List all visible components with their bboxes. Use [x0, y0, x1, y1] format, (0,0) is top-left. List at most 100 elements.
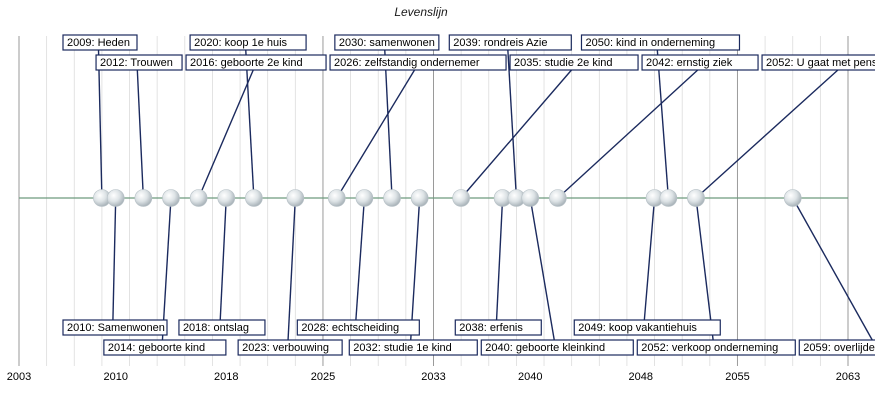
- chart-title: Levenslijn: [394, 5, 448, 19]
- event-label-2020-koop-1e-huis: 2020: koop 1e huis: [189, 34, 307, 51]
- x-axis-ticks: 2003 2010 2018 2025 2033 2040 2048 2055 2063: [7, 371, 860, 383]
- tick-label-2010: 2010: [103, 371, 127, 383]
- event-label-box: [185, 54, 327, 71]
- leader-line-2028-echtscheiding: [355, 197, 366, 321]
- event-point-2052-verkoop-onderneming: [687, 189, 705, 207]
- leader-line-2020-koop-1e-huis: [245, 49, 255, 199]
- event-label-2049-koop-vakantiehuis: 2049: koop vakantiehuis: [573, 319, 721, 336]
- tick-label-2048: 2048: [629, 371, 653, 383]
- event-point-2032-studie-1e-kind: [410, 189, 429, 207]
- event-label-box: [189, 34, 307, 51]
- event-label-2038-erfenis: 2038: erfenis: [454, 319, 542, 336]
- leader-line-2052-verkoop-onderneming: [695, 197, 714, 341]
- event-point-2026-zelfstandig-ondernemer: [327, 189, 346, 207]
- tick-label-2055: 2055: [725, 371, 749, 383]
- event-label-box: [329, 54, 507, 71]
- event-label-2052-u-gaat-met-pensioen: 2052: U gaat met pensioen: [761, 54, 875, 71]
- event-label-box: [334, 34, 440, 51]
- event-label-box: [95, 54, 183, 71]
- event-point-2035-studie-2e-kind: [452, 189, 470, 207]
- leader-line-2030-samenwonen: [384, 49, 393, 199]
- event-label-2032-studie-1e-kind: 2032: studie 1e kind: [348, 339, 478, 356]
- event-label-2050-kind-in-onderneming: 2050: kind in onderneming: [580, 34, 741, 51]
- event-labels: 2009: Heden 2010: Samenwonen 2012: Trouwen…: [62, 34, 875, 356]
- event-label-box: [448, 34, 572, 51]
- event-point-2012-trouwen: [134, 189, 153, 207]
- event-label-text: 2009: Heden: [67, 37, 130, 49]
- event-label-2030-samenwonen: 2030: samenwonen: [334, 34, 440, 51]
- event-label-box: [580, 34, 741, 51]
- event-point-2042-ernstig-ziek: [549, 189, 567, 207]
- event-point-2020-koop-1e-huis: [245, 189, 263, 207]
- event-label-box: [509, 54, 639, 71]
- event-label-2052-verkoop-onderneming: 2052: verkoop onderneming: [636, 339, 796, 356]
- leader-line-2050-kind-in-onderneming: [656, 49, 670, 199]
- leader-line-2014-geboorte-kind: [161, 197, 172, 341]
- event-point-2018-ontslag: [217, 189, 236, 207]
- event-label-box: [641, 54, 759, 71]
- event-label-2016-geboorte-2e-kind: 2016: geboorte 2e kind: [185, 54, 327, 71]
- event-label-box: [103, 339, 227, 356]
- event-label-2040-geboorte-kleinkind: 2040: geboorte kleinkind: [480, 339, 634, 356]
- event-label-2009-heden: 2009: Heden: [62, 34, 138, 51]
- leader-line-2018-ontslag: [219, 197, 227, 321]
- event-label-2012-trouwen: 2012: Trouwen: [95, 54, 183, 71]
- leader-line-2042-ernstig-ziek: [557, 69, 699, 199]
- tick-label-2025: 2025: [311, 371, 335, 383]
- tick-label-2003: 2003: [7, 371, 31, 383]
- tick-label-2063: 2063: [836, 371, 860, 383]
- event-label-text: 2010: Samenwonen: [67, 322, 165, 334]
- event-label-text: 2023: verbouwing: [242, 342, 329, 354]
- leader-line-2009-heden: [97, 49, 103, 199]
- event-label-text: 2035: studie 2e kind: [514, 57, 612, 69]
- leader-line-2010-samenwonen: [112, 197, 117, 321]
- event-label-text: 2032: studie 1e kind: [353, 342, 451, 354]
- event-label-box: [573, 319, 721, 336]
- event-label-text: 2052: verkoop onderneming: [641, 342, 778, 354]
- leader-line-2040-geboorte-kleinkind: [529, 197, 555, 341]
- event-label-text: 2012: Trouwen: [100, 57, 173, 69]
- event-point-2016-geboorte-2e-kind: [189, 189, 208, 207]
- event-label-text: 2052: U gaat met pensioen: [766, 57, 875, 69]
- event-label-box: [296, 319, 420, 336]
- event-point-2040-geboorte-kleinkind: [521, 189, 540, 207]
- leader-line-2049-koop-vakantiehuis: [643, 197, 656, 321]
- event-point-2010-samenwonen: [106, 189, 125, 207]
- event-label-2059-overlijden-partner: 2059: overlijden partner: [798, 339, 875, 356]
- event-label-2039-rondreis-azie: 2039: rondreis Azie: [448, 34, 572, 51]
- event-label-text: 2042: ernstig ziek: [646, 57, 733, 69]
- event-label-2023-verbouwing: 2023: verbouwing: [237, 339, 343, 356]
- event-label-box: [62, 319, 168, 336]
- event-label-2010-samenwonen: 2010: Samenwonen: [62, 319, 168, 336]
- event-label-box: [636, 339, 796, 356]
- leader-lines: [97, 49, 873, 341]
- event-label-box: [178, 319, 266, 336]
- tick-label-2018: 2018: [214, 371, 238, 383]
- leader-line-2023-verbouwing: [287, 197, 297, 341]
- event-label-2035-studie-2e-kind: 2035: studie 2e kind: [509, 54, 639, 71]
- event-point-2028-echtscheiding: [355, 189, 374, 207]
- event-label-box: [798, 339, 875, 356]
- tick-label-2040: 2040: [518, 371, 542, 383]
- leader-line-2038-erfenis: [495, 197, 504, 321]
- event-label-text: 2026: zelfstandig ondernemer: [334, 57, 480, 69]
- event-label-2042-ernstig-ziek: 2042: ernstig ziek: [641, 54, 759, 71]
- event-label-box: [348, 339, 478, 356]
- event-label-2026-zelfstandig-ondernemer: 2026: zelfstandig ondernemer: [329, 54, 507, 71]
- event-point-2050-kind-in-onderneming: [659, 189, 678, 207]
- event-label-box: [761, 54, 875, 71]
- event-label-text: 2030: samenwonen: [339, 37, 435, 49]
- event-label-text: 2014: geboorte kind: [108, 342, 205, 354]
- event-label-box: [62, 34, 138, 51]
- leader-line-2035-studie-2e-kind: [460, 69, 573, 199]
- event-label-text: 2059: overlijden partner: [803, 342, 875, 354]
- event-label-text: 2028: echtscheiding: [301, 322, 399, 334]
- event-label-2028-echtscheiding: 2028: echtscheiding: [296, 319, 420, 336]
- leader-line-2032-studie-1e-kind: [410, 197, 421, 341]
- leader-line-2059-overlijden-partner: [792, 197, 873, 341]
- event-label-text: 2039: rondreis Azie: [453, 37, 547, 49]
- event-label-text: 2040: geboorte kleinkind: [485, 342, 605, 354]
- event-point-2059-overlijden-partner: [783, 189, 802, 207]
